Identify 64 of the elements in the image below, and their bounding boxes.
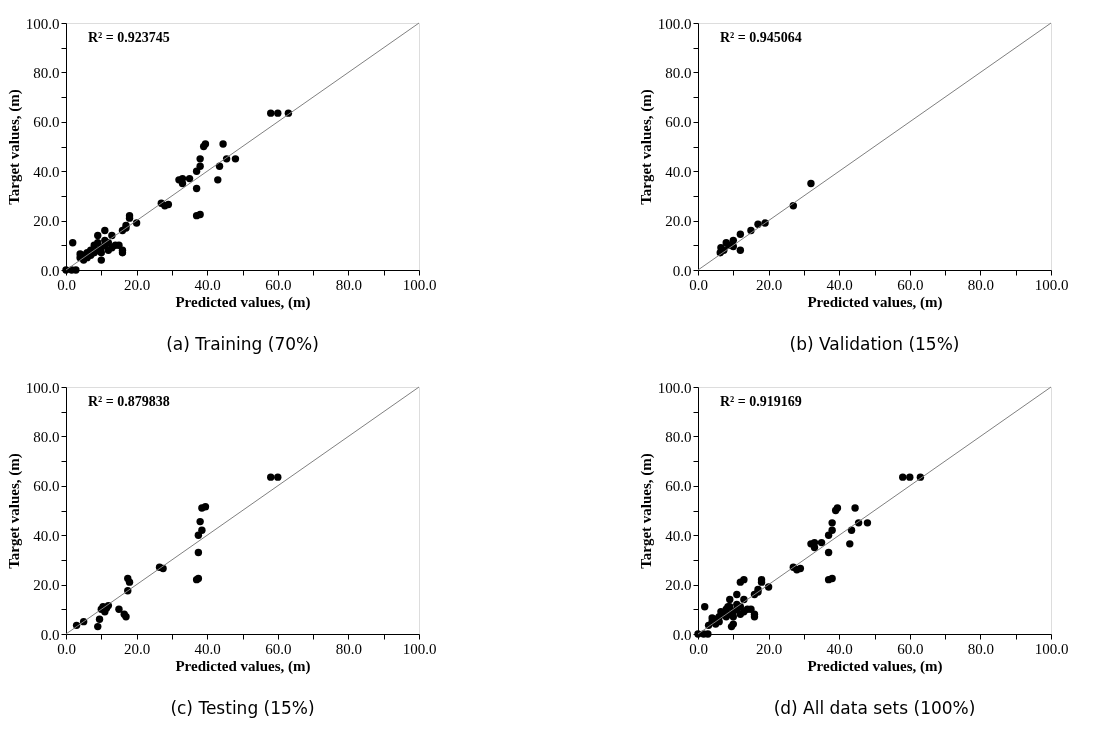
y-tick-label: 0.0 <box>40 626 60 643</box>
x-tick-label: 60.0 <box>265 640 292 657</box>
y-tick-label: 100.0 <box>25 379 60 396</box>
x-tick-label: 80.0 <box>967 276 995 293</box>
x-tick-label: 100.0 <box>402 640 437 657</box>
x-tick-label: 0.0 <box>689 276 708 293</box>
y-tick-label: 80.0 <box>33 428 60 445</box>
x-tick-label: 20.0 <box>755 640 783 657</box>
x-tick-label: 0.0 <box>57 640 76 657</box>
x-tick-label: 40.0 <box>194 640 221 657</box>
x-tick-label: 20.0 <box>755 276 783 293</box>
x-tick-label: 100.0 <box>1034 276 1069 293</box>
y-tick-label: 60.0 <box>33 114 60 131</box>
text: (b) Validation (15%) <box>789 334 960 354</box>
x-tick-label: 60.0 <box>265 276 292 293</box>
x-tick-label: 60.0 <box>897 276 924 293</box>
x-tick-label: 100.0 <box>1034 640 1069 657</box>
y-tick-label: 0.0 <box>672 626 692 643</box>
annotation: R² = 0.945064 <box>720 30 802 45</box>
annotation: R² = 0.879838 <box>88 394 170 409</box>
x-tick-label: 80.0 <box>967 640 995 657</box>
y-tick-label: 20.0 <box>33 213 60 230</box>
y-axis-title: Target values, (m) <box>5 453 23 569</box>
y-tick-label: 100.0 <box>25 15 60 32</box>
y-tick-label: 0.0 <box>672 262 692 279</box>
y-tick-label: 0.0 <box>40 262 60 279</box>
x-axis-title: Predicted values, (m) <box>175 293 311 311</box>
x-tick-label: 40.0 <box>826 276 853 293</box>
text: (c) Testing (15%) <box>170 698 315 718</box>
x-tick-label: 60.0 <box>897 640 924 657</box>
x-tick-label: 40.0 <box>194 276 221 293</box>
y-tick-label: 60.0 <box>665 478 692 495</box>
y-tick-label: 40.0 <box>665 163 692 180</box>
x-tick-label: 20.0 <box>123 276 151 293</box>
y-tick-label: 100.0 <box>657 379 692 396</box>
y-tick-label: 40.0 <box>665 527 692 544</box>
y-axis-title: Target values, (m) <box>637 453 655 569</box>
y-tick-label: 40.0 <box>33 163 60 180</box>
y-tick-label: 20.0 <box>33 577 60 594</box>
annotation: R² = 0.923745 <box>88 30 170 45</box>
text: (d) All data sets (100%) <box>773 698 976 718</box>
y-tick-label: 100.0 <box>657 15 692 32</box>
x-tick-label: 80.0 <box>335 640 363 657</box>
y-axis-title: Target values, (m) <box>5 89 23 205</box>
y-tick-label: 80.0 <box>665 428 692 445</box>
x-axis-title: Predicted values, (m) <box>175 657 311 675</box>
y-tick-label: 40.0 <box>33 527 60 544</box>
x-tick-label: 100.0 <box>402 276 437 293</box>
annotation: R² = 0.919169 <box>720 394 802 409</box>
y-tick-label: 20.0 <box>665 213 692 230</box>
x-tick-label: 80.0 <box>335 276 363 293</box>
x-axis-title: Predicted values, (m) <box>807 293 943 311</box>
y-tick-label: 20.0 <box>665 577 692 594</box>
x-tick-label: 40.0 <box>826 640 853 657</box>
x-tick-label: 0.0 <box>57 276 76 293</box>
y-tick-label: 80.0 <box>665 64 692 81</box>
x-axis-title: Predicted values, (m) <box>807 657 943 675</box>
text: (a) Training (70%) <box>166 334 319 354</box>
y-axis-title: Target values, (m) <box>637 89 655 205</box>
x-tick-label: 0.0 <box>689 640 708 657</box>
y-tick-label: 60.0 <box>33 478 60 495</box>
x-tick-label: 20.0 <box>123 640 151 657</box>
y-tick-label: 60.0 <box>665 114 692 131</box>
y-tick-label: 80.0 <box>33 64 60 81</box>
